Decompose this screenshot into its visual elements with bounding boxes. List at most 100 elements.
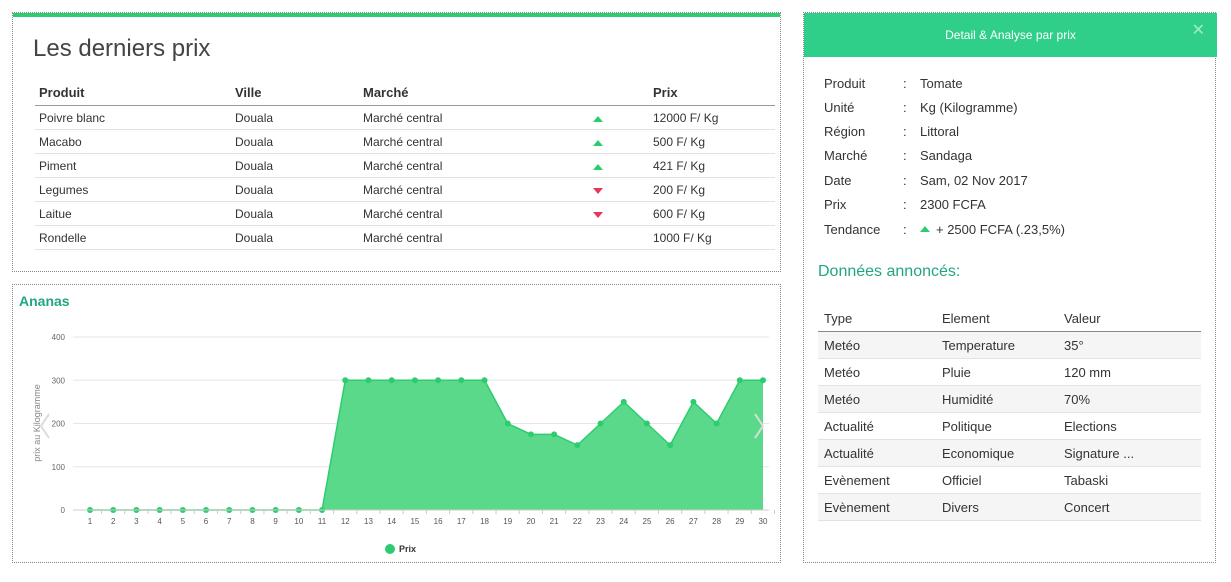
detail-label: Marché (824, 148, 868, 163)
cell-valeur: Concert (1058, 493, 1201, 521)
cell-type: Metéo (818, 385, 936, 413)
cell-prix: 421 F/ Kg (649, 153, 775, 178)
cell-prix: 500 F/ Kg (649, 129, 775, 154)
data-point (713, 420, 720, 427)
latest-prices-panel: Les derniers prix Produit Ville Marché P… (12, 12, 781, 272)
data-point (388, 377, 395, 384)
cell-produit: Rondelle (35, 225, 231, 250)
table-row[interactable]: Laitue Douala Marché central 600 F/ Kg (35, 201, 775, 226)
cell-marche: Marché central (359, 177, 589, 202)
table-row[interactable]: Evènement Officiel Tabaski (818, 466, 1201, 494)
table-row[interactable]: Metéo Pluie 120 mm (818, 358, 1201, 386)
cell-produit: Macabo (35, 129, 231, 154)
x-tick-label: 10 (294, 517, 303, 526)
detail-label: Unité (824, 100, 855, 115)
column-header-marche[interactable]: Marché (359, 79, 589, 106)
x-tick-label: 7 (227, 517, 232, 526)
table-row[interactable]: Actualité Economique Signature ... (818, 439, 1201, 467)
data-point (435, 377, 442, 384)
data-point (736, 377, 743, 384)
detail-trend-value: + 2500 FCFA (.23,5%) (936, 222, 1065, 237)
cell-type: Actualité (818, 412, 936, 440)
table-row[interactable]: Macabo Douala Marché central 500 F/ Kg (35, 129, 775, 154)
x-tick-label: 3 (134, 517, 139, 526)
data-point (504, 420, 511, 427)
cell-valeur: Signature ... (1058, 439, 1201, 467)
cell-produit: Piment (35, 153, 231, 178)
detail-value: Sandaga (920, 148, 973, 163)
price-detail-panel: Detail & Analyse par prix ✕ Produit : To… (803, 12, 1217, 563)
column-header-produit[interactable]: Produit (35, 79, 231, 106)
cell-element: Divers (936, 493, 1058, 521)
cell-valeur: 120 mm (1058, 358, 1201, 386)
detail-label: Produit (824, 76, 866, 91)
cell-ville: Douala (231, 129, 359, 154)
table-row[interactable]: Metéo Humidité 70% (818, 385, 1201, 413)
chart-title: Ananas (19, 293, 70, 309)
detail-header-title: Detail & Analyse par prix (945, 28, 1076, 42)
latest-prices-title: Les derniers prix (33, 35, 211, 62)
cell-trend (589, 105, 649, 130)
cell-element: Officiel (936, 466, 1058, 494)
detail-value: Kg (Kilogramme) (920, 100, 1018, 115)
cell-ville: Douala (231, 201, 359, 226)
cell-marche: Marché central (359, 225, 589, 250)
cell-prix: 600 F/ Kg (649, 201, 775, 226)
column-header-trend (589, 79, 649, 106)
trend-down-icon (593, 211, 603, 218)
x-tick-label: 25 (643, 517, 652, 526)
close-icon[interactable]: ✕ (1191, 22, 1205, 39)
table-row[interactable]: Rondelle Douala Marché central 1000 F/ K… (35, 225, 775, 250)
detail-separator: : (903, 222, 907, 237)
cell-type: Evènement (818, 493, 936, 521)
trend-down-icon (593, 187, 603, 194)
x-tick-label: 29 (735, 517, 744, 526)
cell-ville: Douala (231, 225, 359, 250)
trend-up-icon (593, 115, 603, 122)
detail-value: Sam, 02 Nov 2017 (920, 173, 1028, 188)
table-row[interactable]: Poivre blanc Douala Marché central 12000… (35, 105, 775, 130)
data-point (527, 431, 534, 438)
cell-valeur: Elections (1058, 412, 1201, 440)
cell-produit: Legumes (35, 177, 231, 202)
x-tick-label: 15 (410, 517, 419, 526)
column-header-type: Type (818, 305, 936, 332)
cell-element: Humidité (936, 385, 1058, 413)
cell-marche: Marché central (359, 201, 589, 226)
data-point (365, 377, 372, 384)
data-point (643, 420, 650, 427)
x-tick-label: 14 (387, 517, 396, 526)
table-row[interactable]: Evènement Divers Concert (818, 493, 1201, 521)
trend-up-icon (593, 139, 603, 146)
cell-marche: Marché central (359, 153, 589, 178)
data-point (574, 442, 581, 449)
table-row[interactable]: Legumes Douala Marché central 200 F/ Kg (35, 177, 775, 202)
x-tick-label: 20 (526, 517, 535, 526)
data-point (620, 398, 627, 405)
cell-marche: Marché central (359, 105, 589, 130)
table-row[interactable]: Piment Douala Marché central 421 F/ Kg (35, 153, 775, 178)
cell-trend (589, 153, 649, 178)
announced-data-title: Données annoncés: (818, 263, 961, 280)
trend-up-icon (920, 226, 930, 232)
x-tick-label: 30 (759, 517, 768, 526)
chevron-right-icon[interactable] (754, 413, 765, 439)
column-header-prix[interactable]: Prix (649, 79, 775, 106)
column-header-element: Element (936, 305, 1058, 332)
table-row[interactable]: Actualité Politique Elections (818, 412, 1201, 440)
cell-ville: Douala (231, 105, 359, 130)
cell-type: Metéo (818, 358, 936, 386)
table-row[interactable]: Metéo Temperature 35° (818, 331, 1201, 359)
cell-type: Evènement (818, 466, 936, 494)
detail-separator: : (903, 100, 907, 115)
detail-row-tendance: Tendance : + 2500 FCFA (.23,5%) (824, 222, 1204, 242)
column-header-ville[interactable]: Ville (231, 79, 359, 106)
cell-element: Economique (936, 439, 1058, 467)
cell-ville: Douala (231, 177, 359, 202)
detail-label: Tendance (824, 222, 881, 237)
cell-type: Actualité (818, 439, 936, 467)
cell-marche: Marché central (359, 129, 589, 154)
legend-label-prix: Prix (399, 544, 416, 554)
chevron-left-icon[interactable] (39, 413, 50, 439)
data-point (411, 377, 418, 384)
